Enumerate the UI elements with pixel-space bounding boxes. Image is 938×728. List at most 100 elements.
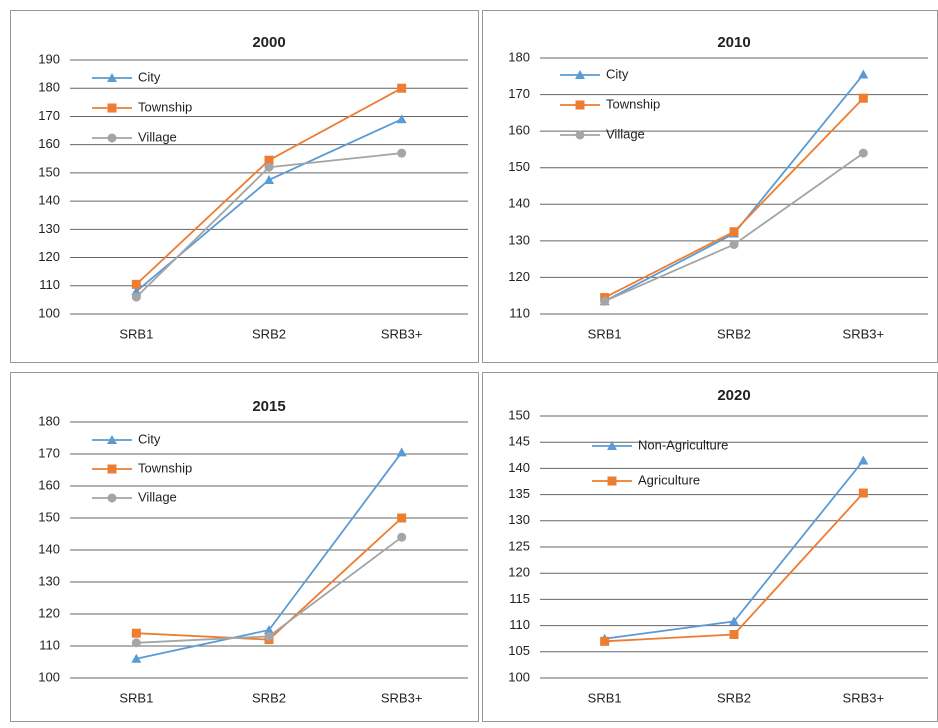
legend-label: Non-Agriculture — [638, 437, 728, 452]
y-tick-label: 100 — [38, 305, 60, 320]
y-tick-label: 130 — [508, 512, 530, 527]
y-tick-label: 130 — [38, 573, 60, 588]
x-tick-label: SRB1 — [588, 690, 622, 705]
point-marker — [107, 73, 117, 82]
y-tick-label: 170 — [508, 86, 530, 101]
point-marker — [858, 455, 869, 465]
legend-label: Village — [606, 126, 645, 141]
x-tick-label: SRB1 — [119, 690, 153, 705]
y-tick-label: 140 — [38, 541, 60, 556]
legend-label: Township — [138, 460, 192, 475]
point-marker — [131, 653, 142, 663]
point-marker — [264, 625, 274, 634]
point-marker — [131, 628, 141, 638]
point-marker — [607, 441, 617, 450]
point-marker — [600, 296, 610, 306]
y-tick-label: 120 — [508, 269, 530, 284]
point-marker — [131, 286, 142, 296]
point-marker — [396, 114, 407, 124]
legend-label: City — [138, 69, 161, 84]
series-line — [135, 87, 403, 286]
legend-label: Agriculture — [638, 472, 700, 487]
chart-title: 2020 — [717, 387, 750, 404]
chart-title: 2015 — [252, 398, 285, 415]
point-marker — [397, 83, 407, 93]
point-marker — [131, 638, 141, 648]
x-tick-label: SRB2 — [717, 690, 751, 705]
series-line — [604, 152, 864, 303]
point-marker — [131, 279, 141, 289]
x-tick-label: SRB1 — [119, 326, 153, 341]
y-tick-label: 110 — [509, 617, 530, 632]
y-tick-label: 150 — [38, 509, 60, 524]
y-tick-label: 140 — [508, 196, 530, 211]
y-tick-label: 110 — [39, 637, 60, 652]
x-tick-label: SRB3+ — [381, 326, 423, 341]
point-marker — [396, 447, 407, 457]
point-marker — [729, 616, 739, 626]
legend-label: Village — [138, 129, 177, 144]
panel — [10, 10, 479, 363]
point-marker — [107, 435, 117, 444]
y-tick-label: 150 — [38, 164, 60, 179]
series-line — [135, 152, 402, 298]
y-tick-label: 100 — [38, 669, 60, 684]
point-marker — [131, 292, 141, 302]
y-tick-label: 160 — [38, 477, 60, 492]
panel — [482, 10, 938, 363]
point-marker — [858, 69, 869, 79]
x-tick-label: SRB1 — [588, 326, 622, 341]
y-tick-label: 170 — [38, 108, 60, 123]
x-tick-label: SRB2 — [717, 326, 751, 341]
x-tick-label: SRB2 — [252, 690, 286, 705]
x-tick-label: SRB3+ — [843, 690, 885, 705]
point-marker — [858, 148, 868, 158]
point-marker — [397, 513, 407, 523]
point-marker — [264, 174, 274, 184]
y-tick-label: 105 — [508, 643, 530, 658]
point-marker — [729, 630, 739, 640]
legend-label: City — [138, 431, 161, 446]
point-marker — [729, 240, 739, 250]
point-marker — [397, 532, 407, 542]
point-marker — [107, 103, 117, 113]
point-marker — [264, 631, 274, 641]
y-tick-label: 115 — [509, 591, 530, 606]
point-marker — [858, 93, 868, 103]
legend-label: City — [606, 66, 629, 81]
y-tick-label: 150 — [508, 407, 530, 422]
y-tick-label: 170 — [38, 445, 60, 460]
y-tick-label: 110 — [509, 305, 530, 320]
point-marker — [858, 488, 868, 498]
legend-label: Township — [606, 96, 660, 111]
y-tick-label: 110 — [39, 277, 60, 292]
legend-label: Village — [138, 489, 177, 504]
x-tick-label: SRB3+ — [843, 326, 885, 341]
y-tick-label: 120 — [38, 605, 60, 620]
panel — [10, 372, 479, 722]
x-tick-label: SRB2 — [252, 326, 286, 341]
y-tick-label: 120 — [508, 565, 530, 580]
point-marker — [397, 148, 407, 158]
y-tick-label: 150 — [508, 159, 530, 174]
y-tick-label: 120 — [38, 249, 60, 264]
point-marker — [107, 493, 117, 503]
y-tick-label: 180 — [508, 49, 530, 64]
y-tick-label: 145 — [508, 434, 530, 449]
point-marker — [107, 464, 117, 474]
y-tick-label: 125 — [508, 538, 530, 553]
y-tick-label: 160 — [508, 123, 530, 138]
point-marker — [729, 227, 739, 237]
point-marker — [107, 133, 117, 143]
y-tick-label: 140 — [508, 460, 530, 475]
y-tick-label: 135 — [508, 486, 530, 501]
point-marker — [575, 70, 585, 79]
point-marker — [264, 162, 274, 172]
point-marker — [575, 100, 585, 110]
point-marker — [264, 155, 274, 165]
chart-title: 2010 — [717, 34, 750, 51]
y-tick-label: 180 — [38, 80, 60, 95]
point-marker — [575, 130, 585, 140]
point-marker — [600, 636, 610, 646]
